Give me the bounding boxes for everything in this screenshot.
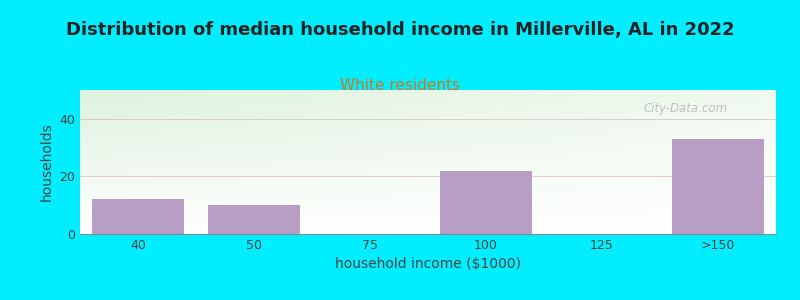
Text: City-Data.com: City-Data.com xyxy=(643,101,727,115)
X-axis label: household income ($1000): household income ($1000) xyxy=(335,257,521,272)
Bar xyxy=(208,205,301,234)
Bar xyxy=(671,139,764,234)
Text: White residents: White residents xyxy=(340,78,460,93)
Y-axis label: households: households xyxy=(40,123,54,201)
Bar xyxy=(91,200,184,234)
Bar xyxy=(440,171,533,234)
Text: Distribution of median household income in Millerville, AL in 2022: Distribution of median household income … xyxy=(66,21,734,39)
